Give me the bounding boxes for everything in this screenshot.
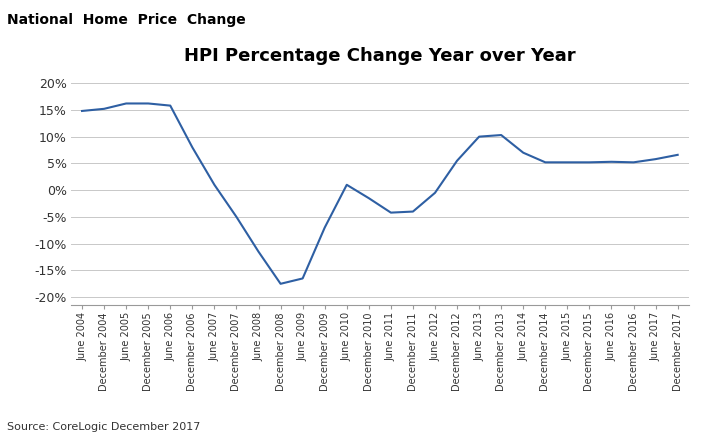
Title: HPI Percentage Change Year over Year: HPI Percentage Change Year over Year xyxy=(184,48,576,65)
Text: National  Home  Price  Change: National Home Price Change xyxy=(7,13,246,27)
Text: Source: CoreLogic December 2017: Source: CoreLogic December 2017 xyxy=(7,422,200,432)
